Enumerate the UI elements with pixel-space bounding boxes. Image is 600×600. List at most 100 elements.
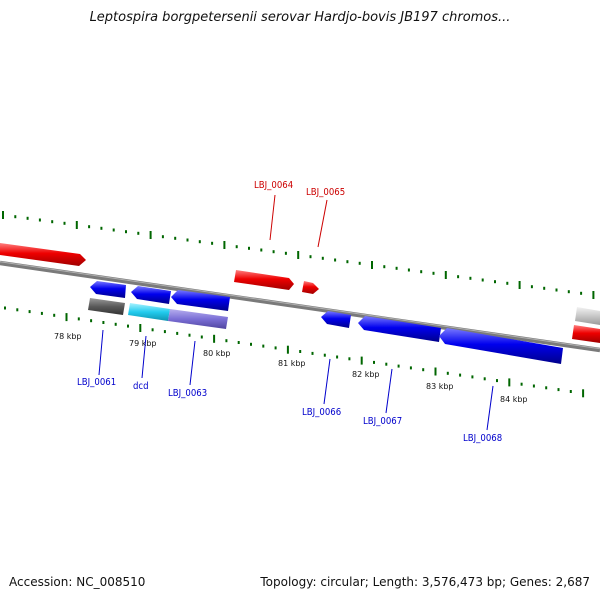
map-title: Leptospira borgpetersenii serovar Hardjo… xyxy=(89,10,511,25)
genome-summary-text: Topology: circular; Length: 3,576,473 bp… xyxy=(260,575,590,589)
leader-line-lbj-0065 xyxy=(317,199,328,248)
inner-track-minor-tick xyxy=(127,324,129,328)
outer-track-minor-tick xyxy=(309,255,312,259)
gene-label-dcd[interactable]: dcd xyxy=(133,381,149,392)
inner-track-minor-tick xyxy=(409,366,412,370)
outer-track-minor-tick xyxy=(469,276,472,280)
outer-track-minor-tick xyxy=(530,285,533,289)
outer-track-minor-tick xyxy=(432,271,435,275)
outer-track-major-tick xyxy=(518,281,521,289)
inner-track-minor-tick xyxy=(483,377,486,381)
inner-track-minor-tick xyxy=(336,355,339,359)
outer-track-minor-tick xyxy=(407,268,410,272)
outer-track-minor-tick xyxy=(248,246,250,250)
outer-track-minor-tick xyxy=(100,226,103,230)
leader-line-lbj-0063 xyxy=(189,340,196,386)
inner-track-minor-tick xyxy=(397,364,400,368)
outer-track-minor-tick xyxy=(125,230,127,234)
outer-track-minor-tick xyxy=(51,220,54,224)
tick-label-78kbp: 78 kbp xyxy=(54,332,82,341)
inner-tick-track xyxy=(4,306,585,398)
outer-track-minor-tick xyxy=(334,258,337,262)
inner-track-minor-tick xyxy=(496,379,498,383)
inner-track-minor-tick xyxy=(188,333,191,337)
outer-track-minor-tick xyxy=(321,256,324,260)
outer-track-minor-tick xyxy=(346,260,349,264)
gene-label-lbj-0068[interactable]: LBJ_0068 xyxy=(463,433,502,444)
outer-track-minor-tick xyxy=(272,250,275,254)
inner-track-major-tick xyxy=(508,378,511,387)
outer-track-minor-tick xyxy=(26,216,29,220)
gene-label-lbj-0064[interactable]: LBJ_0064 xyxy=(254,180,293,191)
inner-track-major-tick xyxy=(213,334,216,343)
outer-track-minor-tick xyxy=(395,266,398,270)
outer-track-minor-tick xyxy=(358,261,361,265)
outer-track-minor-tick xyxy=(494,280,496,284)
leader-line-dcd xyxy=(141,335,147,379)
inner-track-major-tick xyxy=(65,313,68,322)
chromosome-backbone xyxy=(0,260,600,353)
forward-gene-arrow-right xyxy=(572,325,600,343)
inner-track-minor-tick xyxy=(237,341,240,344)
inner-track-minor-tick xyxy=(163,330,166,334)
inner-track-minor-tick xyxy=(422,368,425,372)
outer-track-major-tick xyxy=(75,221,78,229)
inner-track-minor-tick xyxy=(250,342,252,346)
reverse-gene-arrow-dcd xyxy=(131,286,171,304)
outer-track-minor-tick xyxy=(211,241,214,245)
inner-track-minor-tick xyxy=(114,322,117,326)
gene-label-lbj-0067[interactable]: LBJ_0067 xyxy=(363,416,402,427)
leader-line-lbj-0066 xyxy=(323,358,331,405)
outer-track-major-tick xyxy=(149,231,152,239)
reverse-gene-arrow-lbj-0063 xyxy=(171,290,230,311)
inner-track-minor-tick xyxy=(102,321,105,324)
tick-label-82kbp: 82 kbp xyxy=(352,370,380,379)
feature-dark-gray-lbj-0061 xyxy=(88,298,125,315)
inner-track-minor-tick xyxy=(299,350,302,353)
inner-track-minor-tick xyxy=(16,308,19,312)
tick-label-84kbp: 84 kbp xyxy=(500,395,528,404)
outer-track-minor-tick xyxy=(174,236,177,240)
inner-track-minor-tick xyxy=(446,371,449,375)
inner-track-minor-tick xyxy=(90,319,93,323)
outer-track-minor-tick xyxy=(567,290,570,294)
leader-line-lbj-0064 xyxy=(269,194,276,241)
tick-label-80kbp: 80 kbp xyxy=(203,349,231,358)
outer-track-minor-tick xyxy=(420,270,423,274)
inner-track-major-tick xyxy=(139,324,142,332)
inner-track-minor-tick xyxy=(532,384,535,388)
outer-track-minor-tick xyxy=(383,265,386,269)
outer-track-minor-tick xyxy=(506,281,509,285)
tick-label-79kbp: 79 kbp xyxy=(129,339,157,348)
outer-track-minor-tick xyxy=(63,221,66,225)
inner-track-minor-tick xyxy=(323,353,326,357)
reverse-gene-arrow-lbj-0066 xyxy=(321,311,351,328)
outer-track-major-tick xyxy=(223,241,226,249)
outer-track-major-tick xyxy=(2,211,4,219)
chromosome-backbone-highlight xyxy=(0,261,600,350)
outer-tick-track xyxy=(2,211,595,299)
outer-track-minor-tick xyxy=(580,291,583,295)
gene-label-lbj-0065[interactable]: LBJ_0065 xyxy=(306,187,345,198)
outer-track-minor-tick xyxy=(543,286,546,290)
gene-label-lbj-0061[interactable]: LBJ_0061 xyxy=(77,377,116,388)
inner-track-minor-tick xyxy=(311,351,314,355)
forward-gene-arrow-lbj-0064 xyxy=(234,270,294,290)
outer-track-minor-tick xyxy=(112,228,115,232)
gene-label-lbj-0063[interactable]: LBJ_0063 xyxy=(168,388,207,399)
tick-label-81kbp: 81 kbp xyxy=(278,359,306,368)
outer-track-major-tick xyxy=(592,291,595,299)
inner-track-minor-tick xyxy=(557,388,560,392)
inner-track-minor-tick xyxy=(262,344,265,348)
inner-track-minor-tick xyxy=(471,375,474,379)
outer-track-major-tick xyxy=(444,271,447,279)
feature-purple-lbj-0063 xyxy=(168,309,228,329)
leader-line-lbj-0067 xyxy=(385,368,393,414)
tick-label-83kbp: 83 kbp xyxy=(426,382,454,391)
inner-track-minor-tick xyxy=(373,360,375,364)
inner-track-minor-tick xyxy=(77,317,80,321)
reverse-gene-arrow-lbj-0061 xyxy=(90,281,126,298)
outer-track-minor-tick xyxy=(38,218,41,222)
gene-label-lbj-0066[interactable]: LBJ_0066 xyxy=(302,407,341,418)
